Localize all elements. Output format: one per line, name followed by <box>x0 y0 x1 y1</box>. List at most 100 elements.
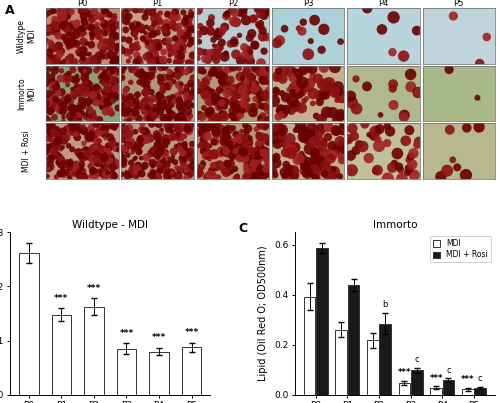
Point <box>180 9 188 16</box>
Point <box>294 126 302 132</box>
Point <box>110 81 118 87</box>
Point <box>107 52 115 58</box>
Point <box>69 39 77 45</box>
Point <box>92 13 100 20</box>
Point <box>315 131 323 137</box>
Point <box>142 80 150 86</box>
Point <box>228 152 235 159</box>
Point <box>314 136 322 143</box>
Point <box>76 165 84 171</box>
Point <box>250 85 258 91</box>
Point <box>56 159 64 165</box>
Point <box>314 75 322 82</box>
Point <box>89 87 97 93</box>
Point <box>94 51 102 58</box>
Point <box>64 28 72 35</box>
Point <box>66 98 74 104</box>
Point <box>119 94 127 101</box>
Point <box>82 19 90 26</box>
Point <box>120 36 128 42</box>
Point <box>316 157 324 164</box>
Point <box>146 102 154 108</box>
Point <box>107 37 115 43</box>
Point <box>160 60 168 66</box>
Point <box>52 83 60 90</box>
Point <box>102 93 110 100</box>
Point <box>220 54 228 60</box>
Point <box>289 149 297 156</box>
Point <box>210 42 218 49</box>
Point <box>194 7 202 13</box>
Point <box>220 24 228 30</box>
Point <box>232 104 240 111</box>
Point <box>405 165 413 172</box>
Point <box>228 96 236 103</box>
Point <box>290 85 298 91</box>
Point <box>162 38 170 45</box>
Point <box>230 19 238 25</box>
Point <box>184 152 192 158</box>
Point <box>204 173 212 180</box>
Point <box>50 130 58 136</box>
Point <box>324 134 332 140</box>
Point <box>42 115 50 121</box>
Point <box>44 135 52 142</box>
Point <box>273 73 281 80</box>
Point <box>180 141 188 147</box>
Point <box>258 33 266 40</box>
Point <box>241 52 249 58</box>
Point <box>300 19 308 25</box>
Point <box>100 37 108 44</box>
Point <box>398 175 406 182</box>
Point <box>232 115 240 121</box>
Point <box>104 11 112 17</box>
Point <box>46 164 54 170</box>
Point <box>52 175 60 182</box>
Point <box>73 19 81 26</box>
Point <box>94 144 102 150</box>
Point <box>141 163 149 169</box>
Point <box>130 30 138 36</box>
Point <box>443 168 451 174</box>
Point <box>59 101 67 108</box>
Point <box>44 26 52 32</box>
Point <box>148 65 156 72</box>
Point <box>51 128 59 134</box>
Point <box>416 89 424 96</box>
Point <box>318 128 326 135</box>
Point <box>64 159 72 166</box>
Point <box>308 100 316 107</box>
Point <box>178 106 186 112</box>
Point <box>162 83 170 89</box>
Point <box>202 55 210 62</box>
Point <box>68 34 76 40</box>
Point <box>81 68 89 74</box>
Point <box>160 74 168 81</box>
Point <box>81 86 89 92</box>
Point <box>186 113 194 119</box>
Point <box>262 79 270 85</box>
Point <box>183 166 191 172</box>
Point <box>88 154 96 161</box>
Point <box>81 75 89 82</box>
Point <box>161 163 169 170</box>
Point <box>188 12 196 18</box>
Point <box>186 41 194 48</box>
Point <box>221 129 229 135</box>
Point <box>152 111 160 118</box>
Point <box>276 126 283 133</box>
Point <box>270 135 278 142</box>
Point <box>186 125 194 131</box>
Point <box>218 100 226 106</box>
Point <box>104 76 112 82</box>
Point <box>260 170 268 176</box>
Point <box>73 73 81 79</box>
Point <box>232 150 240 156</box>
Point <box>84 133 92 140</box>
Point <box>90 137 98 143</box>
Point <box>94 130 102 137</box>
Point <box>48 101 56 107</box>
Point <box>82 148 90 154</box>
Point <box>172 11 179 18</box>
Point <box>231 166 239 172</box>
